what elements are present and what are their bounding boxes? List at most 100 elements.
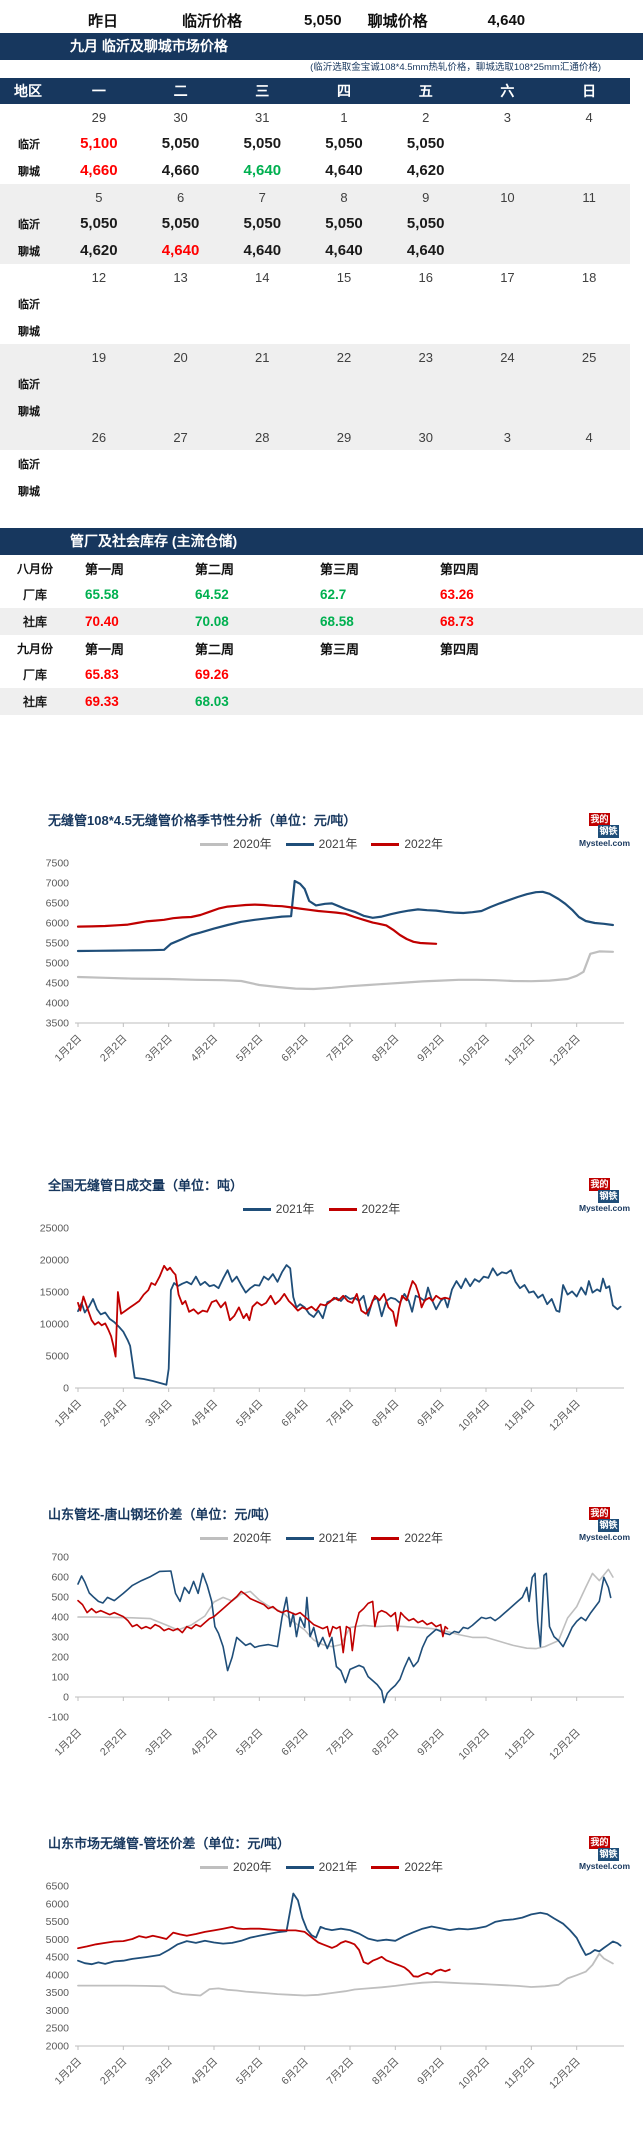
legend-item: 2020年 bbox=[199, 1529, 272, 1546]
mysteel-logo-text: Mysteel.com bbox=[579, 1532, 631, 1542]
legend-label: 2022年 bbox=[404, 1530, 444, 1545]
calendar-price-row: 临沂 bbox=[0, 450, 630, 477]
chart-title: 无缝管108*4.5无缝管价格季节性分析（单位：元/吨） bbox=[48, 813, 357, 828]
x-axis-tick-label: 7月2日 bbox=[325, 1727, 357, 1759]
x-axis-tick-label: 2月2日 bbox=[98, 1727, 130, 1759]
series-line-2020年 bbox=[77, 1952, 614, 1997]
legend-label: 2021年 bbox=[318, 836, 358, 851]
calendar-week: 12 13 14 15 16 17 18 临沂 聊城 bbox=[0, 264, 643, 344]
calendar-price-value: 4,640 bbox=[406, 242, 445, 259]
series-line-2020年 bbox=[76, 950, 615, 991]
calendar-price-value: 5,100 bbox=[80, 135, 118, 152]
x-axis-tick-label: 7月2日 bbox=[325, 2056, 357, 2088]
chart-legend: 2020年 2021年 2022年 bbox=[0, 1854, 643, 1878]
inventory-row-label: 厂库 bbox=[22, 588, 47, 602]
calendar-date: 10 bbox=[500, 189, 515, 205]
legend-item: 2022年 bbox=[328, 1200, 400, 1217]
series-line-2022年 bbox=[77, 1264, 451, 1358]
calendar-price-row: 聊城 bbox=[0, 477, 630, 504]
inventory-week-header: 第三周 bbox=[320, 641, 360, 657]
calendar-date: 25 bbox=[581, 349, 597, 365]
y-axis-tick-label: 15000 bbox=[40, 1287, 69, 1299]
x-axis-tick-label: 6月2日 bbox=[279, 2056, 311, 2088]
calendar-date-row: 19 20 21 22 23 24 25 bbox=[0, 344, 630, 370]
series-line-2021年 bbox=[77, 1570, 612, 1704]
legend-label: 2022年 bbox=[404, 1859, 444, 1874]
x-axis-tick-label: 6月2日 bbox=[279, 1033, 311, 1065]
calendar-price-value: 5,050 bbox=[406, 215, 445, 232]
calendar-price-row: 聊城 bbox=[0, 317, 630, 344]
calendar-date: 27 bbox=[173, 429, 188, 445]
legend-swatch bbox=[285, 842, 314, 846]
chart-canvas: 700 600 500 400 300 200 100 0 -100 1月2日 2月2日 3月2日 4月… bbox=[48, 1552, 624, 1762]
x-axis-tick-label: 2月4日 bbox=[98, 1398, 130, 1430]
mysteel-logo: 我的 钢铁 Mysteel.com bbox=[579, 1836, 631, 1871]
calendar-date: 19 bbox=[91, 349, 107, 365]
mysteel-logo-box-blue: 钢铁 bbox=[598, 1848, 619, 1861]
calendar-date: 9 bbox=[422, 189, 430, 205]
x-axis-tick-label: 10月4日 bbox=[456, 1398, 492, 1434]
chart-canvas: 7500 7000 6500 6000 5500 5000 4500 4000 3500 1月2日… bbox=[46, 858, 624, 1069]
calendar-week: 26 27 28 29 30 3 4 临沂 聊城 bbox=[0, 424, 643, 504]
inventory-week-header: 第四周 bbox=[440, 641, 480, 657]
x-axis-tick-label: 11月4日 bbox=[502, 1398, 537, 1433]
inventory-banner: 管厂及社会库存 (主流仓储) bbox=[0, 528, 643, 555]
y-axis-tick-label: 0 bbox=[63, 1383, 69, 1395]
y-axis-tick-label: 6000 bbox=[46, 1898, 70, 1910]
calendar-price-row: 临沂 bbox=[0, 370, 630, 397]
calendar-row-label: 聊城 bbox=[18, 245, 40, 258]
calendar-price-value: 4,620 bbox=[80, 242, 118, 259]
calendar-row-label: 聊城 bbox=[18, 485, 40, 498]
calendar-price-value: 4,640 bbox=[161, 242, 200, 259]
calendar-date: 18 bbox=[581, 269, 597, 285]
y-axis-tick-label: 5500 bbox=[46, 938, 70, 950]
liaocheng-price-value: 4,640 bbox=[487, 12, 526, 29]
chart-legend: 2020年 2021年 2022年 bbox=[0, 831, 643, 855]
y-axis-tick-label: 6500 bbox=[46, 898, 70, 910]
inventory-value: 62.7 bbox=[320, 587, 347, 602]
inventory-month-label: 九月份 bbox=[16, 641, 53, 656]
y-axis-tick-label: 600 bbox=[51, 1572, 69, 1584]
calendar-row-label: 临沂 bbox=[18, 298, 40, 311]
chart-block-seasonal-price: 我的 钢铁 Mysteel.com 无缝管108*4.5无缝管价格季节性分析（单位：… bbox=[0, 811, 643, 1110]
x-axis-tick-label: 9月2日 bbox=[415, 1033, 447, 1065]
calendar-date: 30 bbox=[418, 429, 433, 445]
legend-item: 2020年 bbox=[199, 1858, 272, 1875]
inventory-value: 68.73 bbox=[440, 614, 474, 629]
x-axis-tick-label: 6月2日 bbox=[279, 1727, 311, 1759]
legend-label: 2022年 bbox=[404, 836, 444, 851]
inventory-value: 70.40 bbox=[85, 614, 119, 629]
x-axis-tick-label: 5月2日 bbox=[234, 2056, 266, 2088]
calendar-week: 5 6 7 8 9 10 11 临沂 5,050 5,050 5,050 5,050 5,050 聊城 4,… bbox=[0, 184, 643, 264]
x-axis-tick-label: 11月2日 bbox=[502, 1033, 537, 1068]
y-axis-tick-label: 4000 bbox=[46, 1969, 70, 1981]
legend-swatch bbox=[371, 1536, 400, 1540]
inventory-week-header: 第一周 bbox=[85, 641, 125, 657]
calendar-date: 3 bbox=[503, 109, 512, 125]
calendar-header-day: 四 bbox=[336, 83, 351, 99]
inventory-value: 64.52 bbox=[195, 587, 229, 602]
mysteel-logo-box-red: 我的 bbox=[589, 1178, 610, 1191]
x-axis-tick-label: 9月2日 bbox=[415, 2056, 447, 2088]
x-axis-tick-label: 3月2日 bbox=[143, 2056, 175, 2088]
inventory-month-row: 八月份 第一周 第二周 第三周 第四周 bbox=[0, 555, 643, 581]
calendar-price-value: 4,660 bbox=[80, 162, 118, 179]
calendar-date: 16 bbox=[418, 269, 433, 285]
calendar-date: 22 bbox=[336, 349, 352, 365]
y-axis-tick-label: 10000 bbox=[40, 1319, 69, 1331]
calendar-price-value: 5,050 bbox=[161, 135, 200, 152]
series-line-2021年 bbox=[77, 1892, 622, 1966]
mysteel-logo-box-red: 我的 bbox=[589, 1507, 610, 1520]
calendar-price-value: 5,050 bbox=[325, 135, 363, 152]
calendar-date: 5 bbox=[95, 189, 103, 205]
calendar-date: 4 bbox=[585, 109, 593, 125]
legend-item: 2021年 bbox=[285, 1858, 357, 1875]
x-axis-tick-label: 6月4日 bbox=[279, 1398, 311, 1430]
y-axis-tick-label: 7000 bbox=[46, 878, 70, 890]
top-price-bar: 昨日 临沂价格 5,050 聊城价格 4,640 bbox=[0, 0, 643, 33]
x-axis-tick-label: 12月2日 bbox=[547, 1033, 583, 1069]
calendar-price-value: 4,640 bbox=[243, 162, 282, 179]
y-axis-tick-label: 500 bbox=[51, 1592, 69, 1604]
x-axis-tick-label: 12月4日 bbox=[547, 1398, 583, 1434]
calendar-date-row: 5 6 7 8 9 10 11 bbox=[0, 184, 630, 210]
